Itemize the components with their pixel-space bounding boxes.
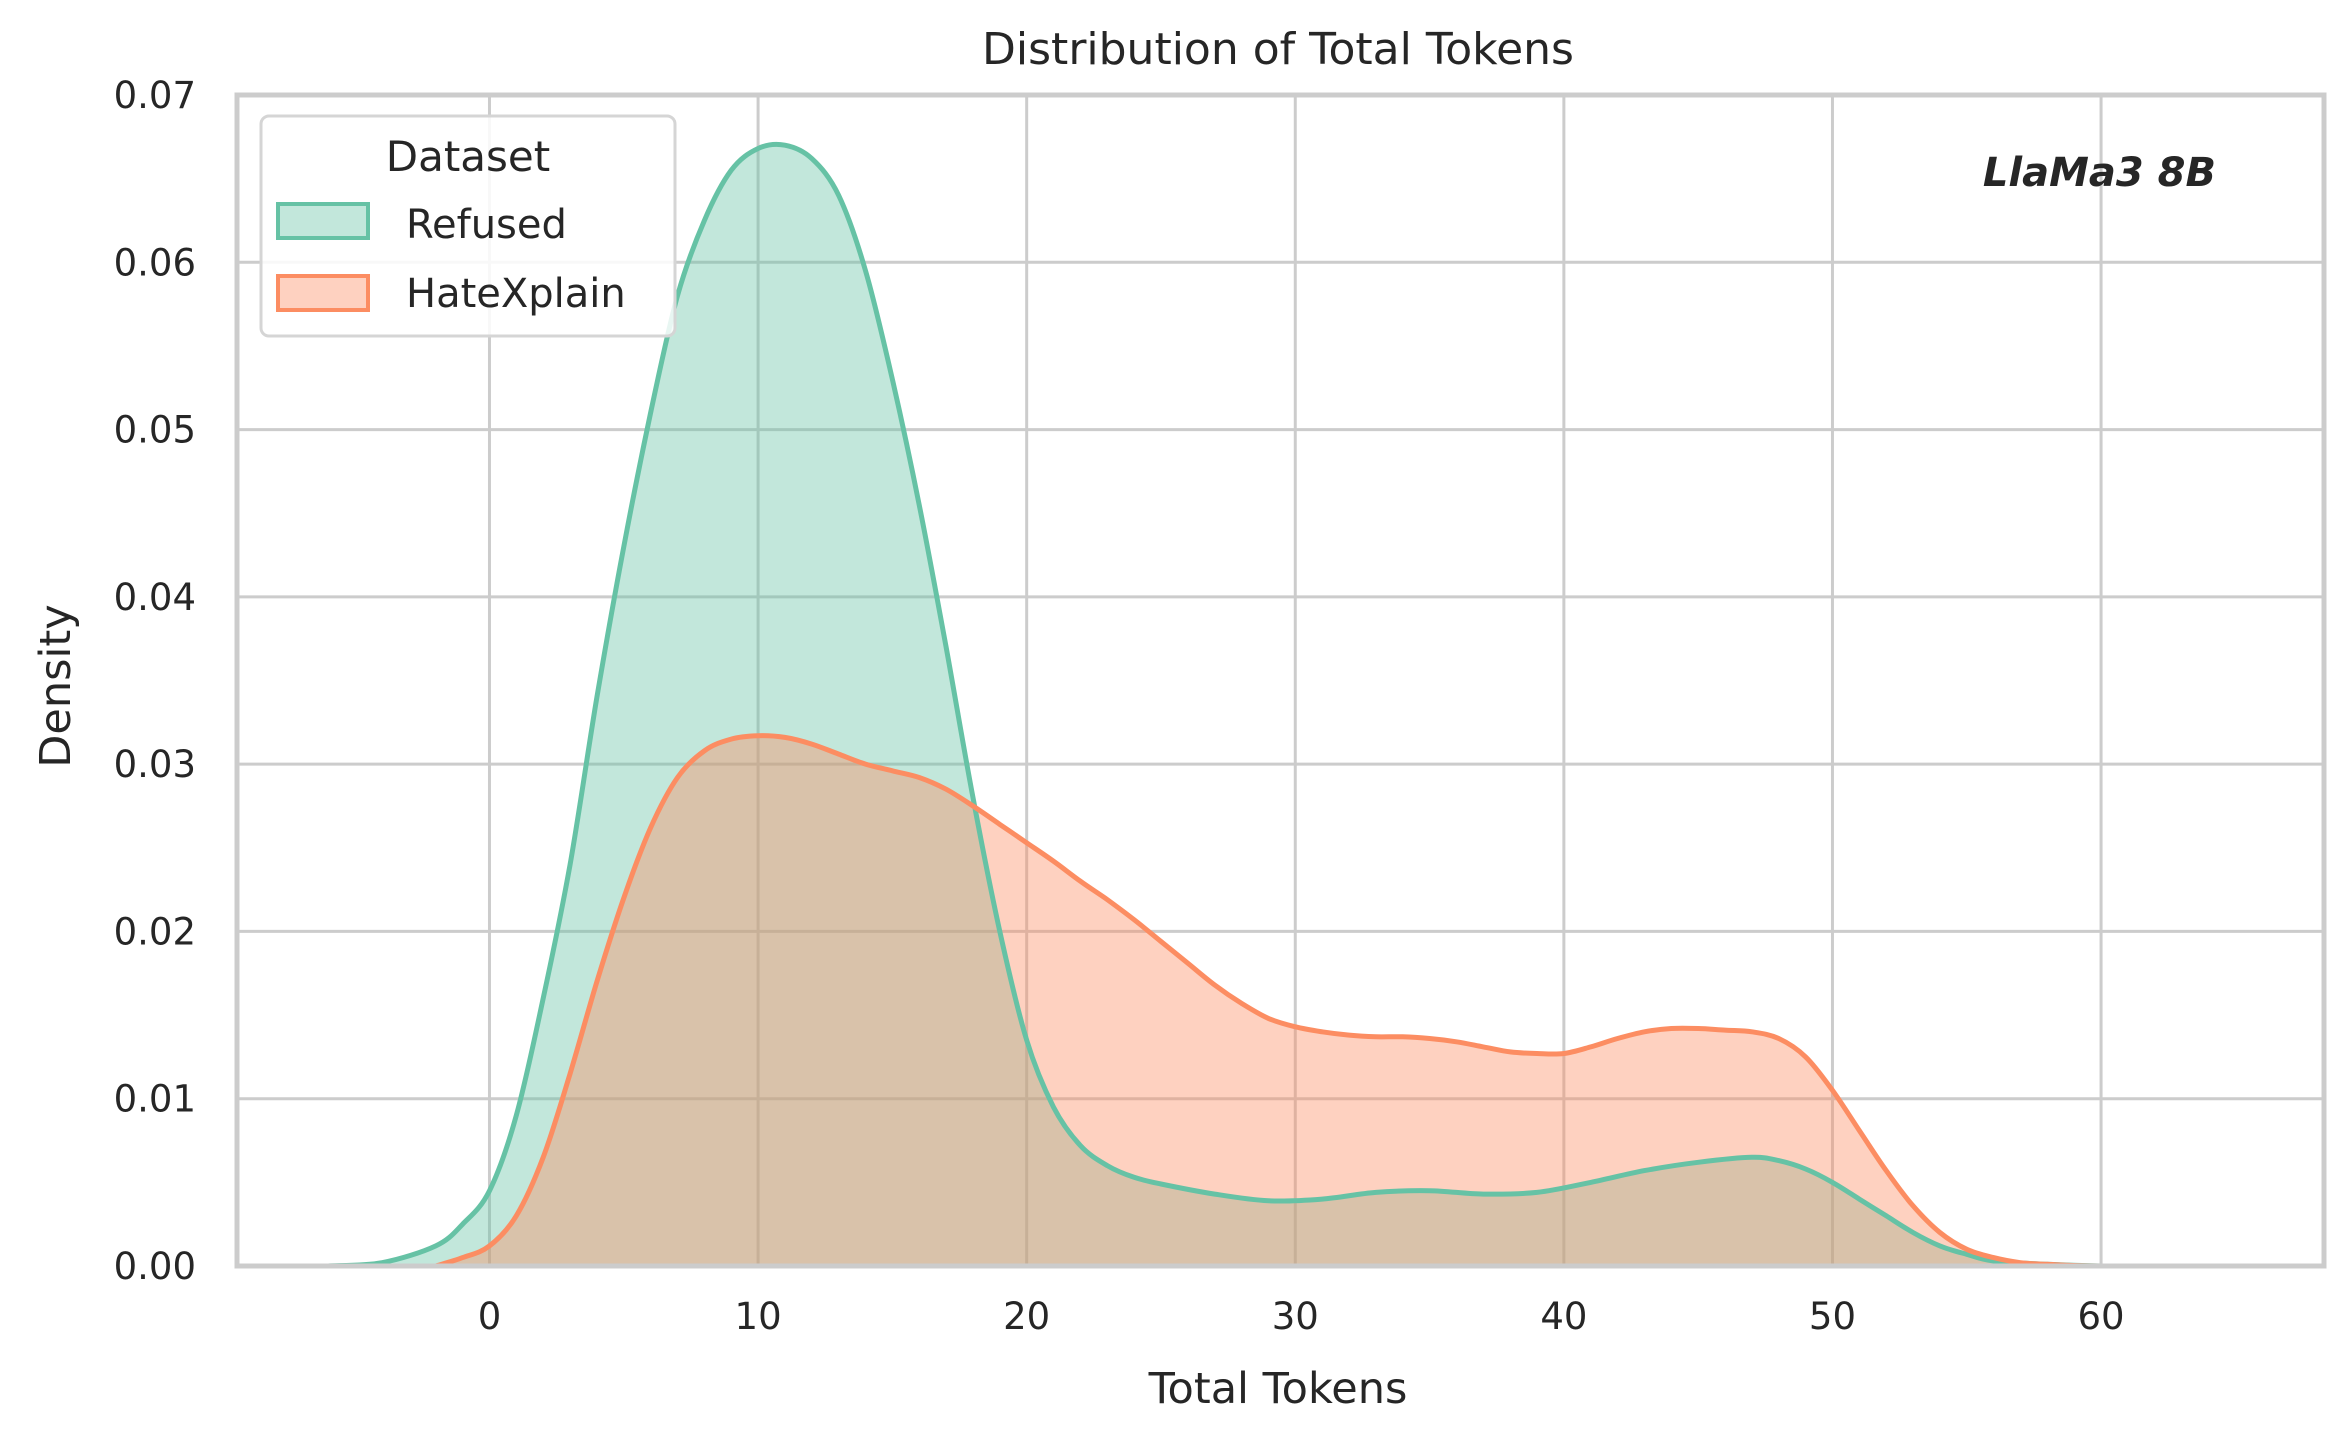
x-tick-label: 40	[1540, 1295, 1587, 1338]
density-line-hatexplain	[435, 733, 2236, 1269]
y-tick-label: 0.01	[114, 1078, 196, 1121]
y-tick-label: 0.05	[114, 409, 196, 452]
density-area-refused	[328, 144, 2155, 1266]
y-tick-label: 0.02	[114, 910, 196, 953]
density-line-refused	[328, 141, 2155, 1269]
legend-swatch-refused	[276, 202, 370, 240]
y-tick-label: 0.03	[114, 743, 196, 786]
legend-swatch-hatexplain	[276, 274, 370, 312]
chart-title: Distribution of Total Tokens	[982, 24, 1574, 75]
x-tick-labels: 0 10 20 30 40 50 60	[478, 1295, 2125, 1338]
legend-title: Dataset	[386, 132, 550, 181]
x-axis-title: Total Tokens	[1148, 1364, 1408, 1414]
x-tick-label: 20	[1003, 1295, 1050, 1338]
x-tick-label: 50	[1809, 1295, 1856, 1338]
y-tick-label: 0.00	[114, 1245, 196, 1288]
x-tick-label: 30	[1272, 1295, 1319, 1338]
density-area-hatexplain	[435, 735, 2236, 1266]
legend-label-hatexplain: HateXplain	[406, 271, 626, 317]
x-tick-label: 60	[2078, 1295, 2125, 1338]
y-axis-title: Density	[31, 604, 81, 767]
legend: Dataset Refused HateXplain	[259, 114, 677, 338]
x-tick-label: 0	[478, 1295, 502, 1338]
y-tick-label: 0.04	[114, 576, 196, 619]
y-tick-label: 0.07	[114, 74, 196, 117]
plot-frame	[234, 92, 2327, 1269]
series-layer	[328, 141, 2236, 1269]
y-tick-labels: 0.00 0.01 0.02 0.03 0.04 0.05 0.06 0.07	[114, 74, 196, 1288]
legend-box	[259, 114, 677, 338]
x-tick-label: 10	[735, 1295, 782, 1338]
model-annotation: LlaMa3 8B	[1983, 150, 2216, 196]
legend-label-refused: Refused	[406, 202, 567, 248]
y-tick-label: 0.06	[114, 241, 196, 284]
